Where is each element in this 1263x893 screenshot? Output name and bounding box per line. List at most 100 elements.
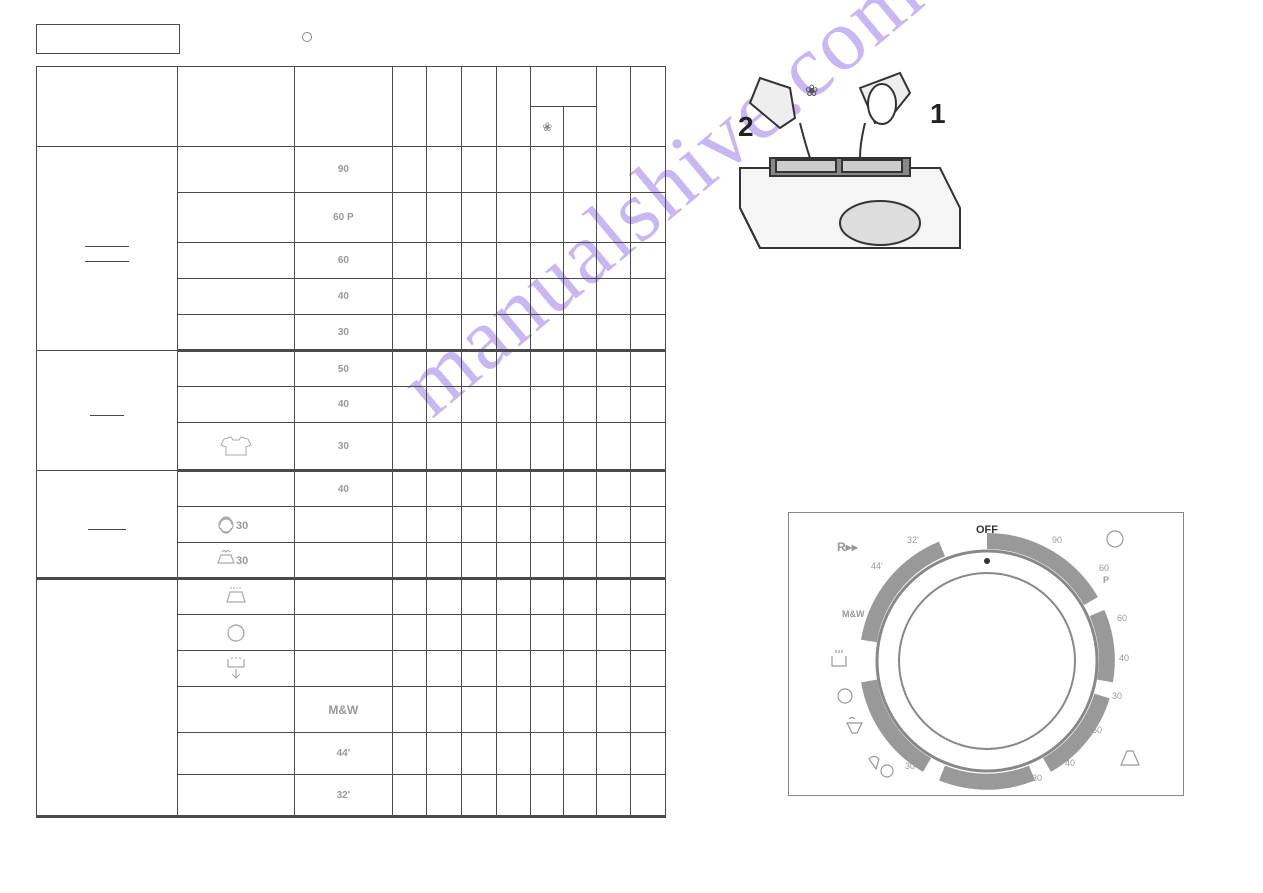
section-cotton-line-2 — [85, 249, 129, 262]
data-cell — [462, 471, 497, 507]
data-cell — [427, 687, 462, 733]
data-cell — [631, 471, 666, 507]
svg-text:R▸▸: R▸▸ — [837, 540, 859, 554]
temp-cell: 50 — [295, 351, 393, 387]
program-table: ❀ 90 60 P 60 — [36, 66, 666, 818]
temp-cell: 60 P — [295, 193, 393, 243]
data-cell — [496, 507, 531, 543]
temp-cell: 40 — [295, 387, 393, 423]
svg-text:60: 60 — [1117, 613, 1127, 623]
temp-cell — [295, 507, 393, 543]
temp-cell: 40 — [295, 279, 393, 315]
data-cell — [631, 351, 666, 387]
data-cell — [531, 775, 564, 817]
temp-cell: 44' — [295, 733, 393, 775]
data-cell — [496, 733, 531, 775]
data-cell — [462, 579, 497, 615]
data-cell — [462, 279, 497, 315]
header-col-11 — [631, 67, 666, 147]
data-cell — [564, 507, 597, 543]
data-cell — [427, 387, 462, 423]
data-cell — [596, 775, 631, 817]
program-cell — [177, 315, 294, 351]
data-cell — [462, 775, 497, 817]
data-cell — [631, 651, 666, 687]
data-cell — [596, 615, 631, 651]
data-cell — [392, 651, 427, 687]
data-cell — [427, 147, 462, 193]
data-cell — [427, 775, 462, 817]
svg-text:30: 30 — [905, 761, 915, 771]
data-cell — [462, 315, 497, 351]
svg-text:❀: ❀ — [805, 83, 818, 100]
svg-text:P: P — [1103, 575, 1109, 585]
data-cell — [596, 423, 631, 471]
data-cell — [496, 651, 531, 687]
section-synthetics-line-1 — [90, 403, 123, 416]
drawer-label-2: 2 — [738, 111, 754, 142]
data-cell — [392, 471, 427, 507]
data-cell — [596, 351, 631, 387]
page-number-box — [36, 24, 180, 54]
data-cell — [596, 733, 631, 775]
data-cell — [392, 687, 427, 733]
svg-text:30: 30 — [1032, 773, 1042, 783]
program-cell — [177, 193, 294, 243]
data-cell — [531, 387, 564, 423]
data-cell — [596, 147, 631, 193]
data-cell — [631, 733, 666, 775]
circle-marker-icon — [302, 32, 312, 42]
data-cell — [462, 615, 497, 651]
data-cell — [531, 243, 564, 279]
section-delicates — [37, 471, 178, 579]
data-cell — [427, 651, 462, 687]
svg-text:30: 30 — [236, 555, 248, 567]
data-cell — [496, 387, 531, 423]
data-cell — [564, 351, 597, 387]
data-cell — [392, 615, 427, 651]
data-cell — [531, 147, 564, 193]
program-cell — [177, 471, 294, 507]
program-spin-icon — [177, 615, 294, 651]
data-cell — [392, 193, 427, 243]
data-cell — [496, 615, 531, 651]
header-col-5 — [427, 67, 462, 147]
data-cell — [496, 351, 531, 387]
detergent-drawer-illustration: ❀ 1 2 — [710, 68, 980, 260]
data-cell — [564, 543, 597, 579]
program-cell — [177, 243, 294, 279]
data-cell — [427, 507, 462, 543]
data-cell — [531, 351, 564, 387]
program-cell — [177, 687, 294, 733]
data-cell — [596, 387, 631, 423]
data-cell — [427, 543, 462, 579]
data-cell — [596, 651, 631, 687]
temp-cell — [295, 651, 393, 687]
temp-cell — [295, 543, 393, 579]
svg-text:32': 32' — [907, 535, 919, 545]
header-program — [177, 67, 294, 147]
data-cell — [564, 243, 597, 279]
temp-cell: 32' — [295, 775, 393, 817]
header-fabric — [37, 67, 178, 147]
data-cell — [462, 733, 497, 775]
data-cell — [496, 193, 531, 243]
data-cell — [531, 471, 564, 507]
data-cell — [531, 579, 564, 615]
flower-icon: ❀ — [542, 120, 552, 134]
data-cell — [564, 471, 597, 507]
data-cell — [564, 279, 597, 315]
data-cell — [596, 579, 631, 615]
program-rinse-icon — [177, 579, 294, 615]
data-cell — [427, 243, 462, 279]
section-cotton-line-1 — [85, 234, 129, 247]
data-cell — [531, 507, 564, 543]
svg-text:90: 90 — [1052, 535, 1062, 545]
program-shirt-icon — [177, 423, 294, 471]
temp-cell — [295, 615, 393, 651]
header-softener: ❀ — [531, 107, 564, 147]
program-cell — [177, 279, 294, 315]
data-cell — [462, 147, 497, 193]
data-cell — [564, 651, 597, 687]
data-cell — [427, 615, 462, 651]
